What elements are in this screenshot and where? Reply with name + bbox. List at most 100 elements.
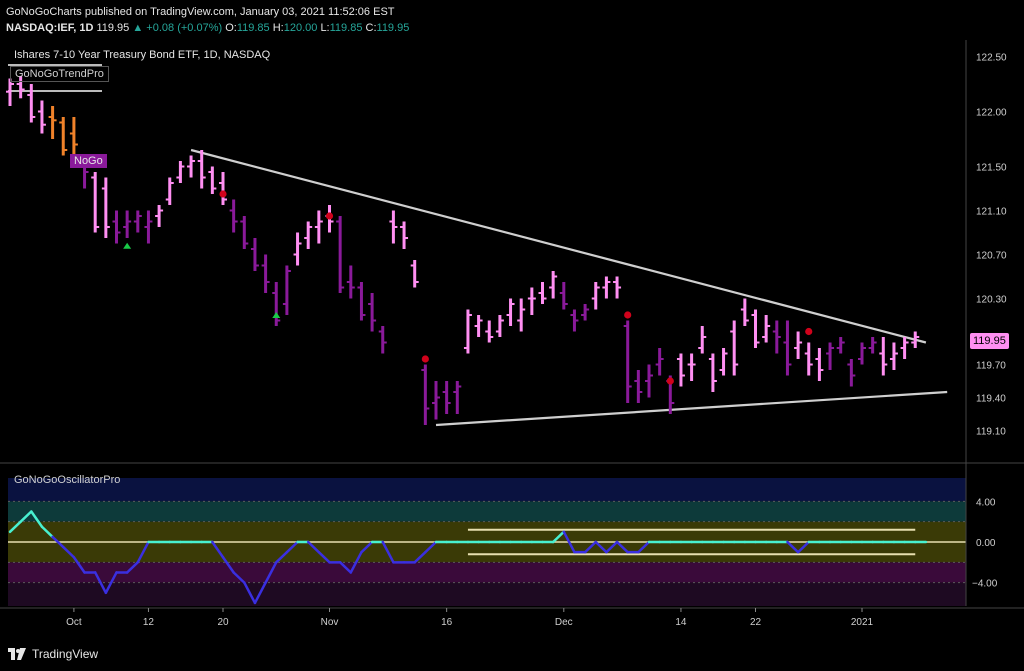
ohlc-bar <box>453 381 462 414</box>
ohlc-bar <box>591 282 600 310</box>
ohlc-bar <box>495 315 504 337</box>
ohlc-bar <box>645 364 653 398</box>
osc-line-segment <box>562 530 576 554</box>
osc-line-segment <box>30 510 44 529</box>
low-value: 119.85 <box>329 22 363 34</box>
osc-line-segment <box>424 540 438 554</box>
ohlc-bar <box>549 271 558 299</box>
price-axis[interactable]: 122.50 122.00 121.50 121.10 120.70 120.30 119.… <box>972 53 1007 590</box>
red-dot-marker <box>421 355 429 363</box>
ohlc-bar <box>559 282 568 310</box>
ohlc-bar <box>112 210 121 244</box>
osc-line-segment <box>125 561 140 574</box>
osc-line-segment <box>605 540 619 554</box>
trend-indicator-label[interactable]: GoNoGoTrendPro <box>10 66 109 82</box>
ohlc-bar <box>208 166 217 194</box>
ohlc-bar <box>389 210 398 244</box>
oscillator-indicator-label[interactable]: GoNoGoOscillatorPro <box>14 474 121 486</box>
time-tick-label: 14 <box>675 617 687 628</box>
ohlc-bar <box>442 381 451 414</box>
ohlc-bar <box>527 287 536 315</box>
ohlc-bar <box>432 381 440 420</box>
symbol-label[interactable]: NASDAQ:IEF, 1D <box>6 22 94 34</box>
ohlc-bar <box>676 353 685 387</box>
osc-band-lower <box>8 562 966 583</box>
green-arrow-marker <box>272 312 281 318</box>
time-tick-label: 22 <box>750 617 762 628</box>
time-tick-label: 12 <box>143 617 155 628</box>
osc-line-segment <box>306 540 321 554</box>
ohlc-bar <box>506 298 515 326</box>
ohlc-bar <box>900 337 909 359</box>
ohlc-bar <box>889 342 898 370</box>
red-dot-marker <box>325 212 334 220</box>
osc-line-segment <box>136 540 150 564</box>
price-tick-label: 122.00 <box>976 108 1007 119</box>
osc-line-segment <box>360 540 374 554</box>
osc-line-segment <box>594 540 608 554</box>
price-change: ▲ +0.08 (+0.07%) <box>132 22 223 34</box>
ohlc-bar <box>698 326 707 354</box>
ohlc-bar <box>879 337 888 376</box>
osc-line-segment <box>413 550 427 564</box>
osc-line-segment <box>8 520 22 534</box>
ohlc-bar <box>123 210 132 238</box>
price-tick-label: 121.10 <box>976 207 1007 218</box>
osc-line-segment <box>104 571 118 595</box>
tradingview-logo-icon <box>8 648 26 660</box>
ohlc-bar <box>517 298 526 332</box>
ohlc-bar <box>229 199 238 233</box>
osc-line-segment <box>615 540 629 554</box>
price-tick-label: 122.50 <box>976 53 1007 64</box>
trendline <box>435 390 948 427</box>
ohlc-bar <box>336 216 345 293</box>
ohlc-bar <box>378 326 387 354</box>
grid-lines <box>0 40 1024 609</box>
osc-line-segment <box>51 535 65 549</box>
ohlc-bar <box>719 348 728 376</box>
osc-band-bottom <box>8 582 966 606</box>
footer[interactable]: TradingView <box>8 647 98 661</box>
osc-line-segment <box>62 545 76 559</box>
red-dot-marker <box>624 311 632 319</box>
ohlc-bar <box>48 106 57 139</box>
ohlc-bar <box>783 320 792 376</box>
ohlc-bar <box>868 337 877 354</box>
ohlc-bar <box>133 210 142 233</box>
price-tick-label: 119.10 <box>976 427 1006 438</box>
ohlc-bar <box>59 117 68 156</box>
ohlc-bar <box>357 282 366 321</box>
ohlc-bar <box>27 84 36 123</box>
ohlc-bar <box>346 265 355 299</box>
low-label: L: <box>320 22 330 34</box>
ohlc-bar <box>826 342 835 370</box>
ohlc-bar <box>655 348 664 376</box>
ohlc-bar <box>197 150 206 189</box>
ohlc-bar <box>144 210 153 244</box>
current-price-tag: 119.95 <box>970 333 1009 349</box>
time-tick-label: Nov <box>321 617 339 628</box>
osc-line-segment <box>221 555 235 574</box>
ohlc-bar <box>794 331 803 359</box>
ohlc-bar <box>772 320 781 354</box>
osc-tick-label: 4.00 <box>976 497 996 508</box>
osc-line-segment <box>583 540 597 554</box>
publisher-line: GoNoGoCharts published on TradingView.co… <box>6 6 395 18</box>
osc-line-segment <box>275 550 289 564</box>
ohlc-bar <box>304 221 313 249</box>
high-value: 120.00 <box>283 22 318 34</box>
ohlc-bar <box>623 320 632 403</box>
time-tick-label: Dec <box>555 617 573 628</box>
osc-line-segment <box>211 540 225 559</box>
ohlc-bar <box>570 309 579 332</box>
open-value: 119.85 <box>236 22 270 34</box>
osc-line-segment <box>381 540 395 564</box>
red-dot-marker <box>219 190 227 198</box>
time-axis[interactable]: Oct 12 20 Nov 16 Dec 14 22 2021 <box>66 608 874 628</box>
ohlc-bar <box>485 320 494 343</box>
oscillator-line <box>8 510 928 605</box>
ohlc-bar <box>730 320 739 376</box>
osc-line-segment <box>19 510 33 523</box>
ohlc-bar <box>463 309 472 354</box>
